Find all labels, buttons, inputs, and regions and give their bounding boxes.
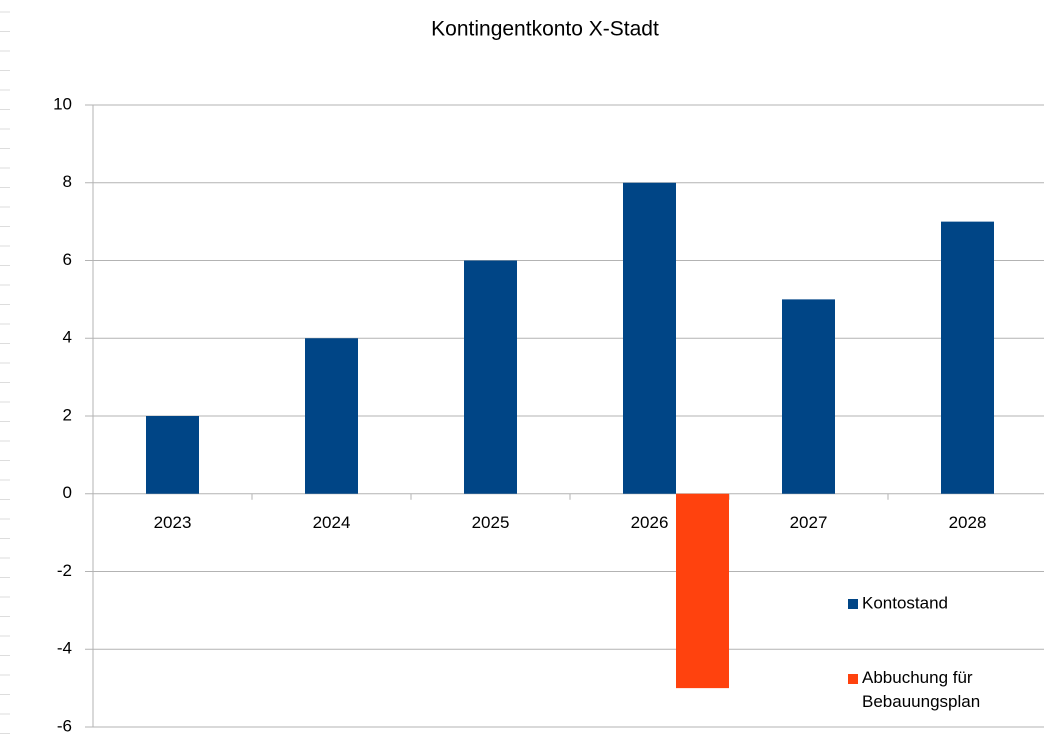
bar	[676, 493, 729, 689]
legend-swatch	[848, 674, 858, 684]
y-tick-label: 10	[53, 94, 72, 113]
x-tick-label: 2028	[949, 513, 987, 532]
bar	[782, 299, 835, 494]
bar	[305, 338, 358, 494]
y-tick-label: 0	[63, 483, 72, 502]
x-tick-label: 2025	[472, 513, 510, 532]
bar	[623, 182, 676, 494]
x-tick-label: 2023	[154, 513, 192, 532]
y-tick-label: -4	[57, 639, 72, 658]
y-tick-label: 4	[63, 328, 72, 347]
x-tick-label: 2027	[790, 513, 828, 532]
x-tick-label: 2024	[313, 513, 351, 532]
y-tick-label: 2	[63, 405, 72, 424]
y-tick-label: -6	[57, 716, 72, 735]
bar	[146, 416, 199, 494]
bar	[464, 260, 517, 494]
legend-label: Kontostand	[862, 593, 948, 612]
x-tick-label: 2026	[631, 513, 669, 532]
bar	[941, 221, 994, 494]
legend-label: Abbuchung für Bebauungsplan	[862, 668, 980, 711]
y-tick-label: 8	[63, 172, 72, 191]
legend-swatch	[848, 599, 858, 609]
chart-title: Kontingentkonto X-Stadt	[431, 18, 659, 41]
y-tick-label: -2	[57, 561, 72, 580]
y-tick-label: 6	[63, 250, 72, 269]
